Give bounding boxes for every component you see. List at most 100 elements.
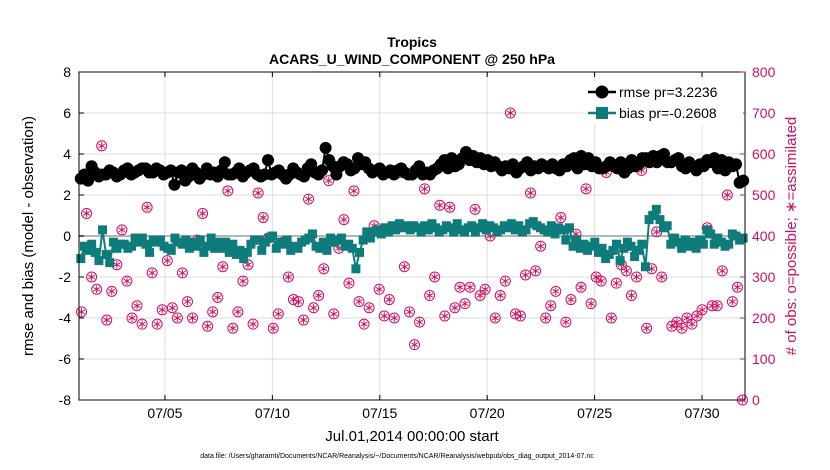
obs-assimilated-marker bbox=[108, 287, 116, 296]
obs-possible-marker bbox=[439, 310, 451, 322]
bias-point bbox=[680, 235, 690, 245]
obs-assimilated-marker bbox=[259, 213, 267, 222]
obs-assimilated-marker bbox=[693, 312, 701, 320]
obs-possible-marker bbox=[358, 318, 370, 330]
legend-bias-label: bias pr=-0.2608 bbox=[619, 105, 717, 121]
obs-assimilated-marker bbox=[713, 301, 721, 310]
rmse-point bbox=[316, 164, 328, 177]
obs-assimilated-marker bbox=[133, 301, 141, 310]
obs-assimilated-marker bbox=[148, 269, 156, 277]
obs-assimilated-marker bbox=[118, 226, 126, 234]
obs-assimilated-marker bbox=[178, 269, 186, 277]
obs-possible-marker bbox=[363, 302, 375, 314]
obs-possible-marker bbox=[197, 207, 209, 219]
bias-point bbox=[557, 225, 567, 235]
legend-box bbox=[583, 81, 743, 125]
bias-point bbox=[141, 239, 151, 249]
obs-possible-marker bbox=[303, 193, 315, 205]
y-left-tick-label: 0 bbox=[63, 228, 71, 244]
obs-assimilated-marker bbox=[219, 262, 227, 271]
obs-assimilated-marker bbox=[516, 312, 525, 320]
bias-point bbox=[336, 233, 346, 243]
bias-point bbox=[76, 254, 86, 264]
obs-possible-marker bbox=[217, 261, 229, 273]
obs-possible-marker bbox=[565, 294, 577, 306]
bias-point bbox=[449, 227, 459, 237]
bias-point bbox=[83, 245, 93, 255]
bias-point bbox=[166, 245, 176, 255]
obs-assimilated-marker bbox=[612, 279, 620, 287]
obs-possible-marker bbox=[131, 300, 143, 312]
obs-assimilated-marker bbox=[103, 316, 111, 324]
bias-point bbox=[235, 245, 245, 255]
obs-possible-marker bbox=[605, 312, 617, 324]
bias-point bbox=[206, 233, 216, 243]
obs-assimilated-marker bbox=[405, 308, 414, 316]
x-axis-label: Jul.01,2014 00:00:00 start bbox=[325, 428, 499, 445]
obs-possible-marker bbox=[126, 312, 138, 324]
obs-assimilated-marker bbox=[163, 256, 171, 265]
obs-assimilated-marker bbox=[229, 324, 237, 333]
obs-possible-marker bbox=[323, 175, 335, 187]
bias-point bbox=[521, 225, 531, 235]
obs-assimilated-marker bbox=[587, 299, 595, 308]
bias-point bbox=[478, 219, 488, 229]
obs-assimilated-marker bbox=[728, 297, 736, 306]
rmse-point bbox=[730, 158, 742, 171]
bias-point bbox=[94, 256, 104, 266]
obs-possible-marker bbox=[464, 281, 476, 293]
obs-assimilated-marker bbox=[446, 203, 454, 212]
obs-possible-marker bbox=[116, 224, 128, 236]
obs-possible-marker bbox=[540, 312, 552, 324]
bias-point bbox=[307, 229, 317, 239]
bias-point bbox=[709, 239, 719, 249]
bias-point bbox=[184, 243, 194, 253]
obs-possible-marker bbox=[585, 298, 597, 310]
bias-point bbox=[626, 241, 636, 251]
bias-point bbox=[351, 264, 361, 274]
y-left-tick-label: 6 bbox=[63, 105, 71, 121]
obs-assimilated-marker bbox=[330, 310, 338, 318]
bias-point bbox=[691, 243, 701, 253]
obs-possible-marker bbox=[146, 267, 158, 279]
x-tick-label: 07/10 bbox=[255, 405, 290, 421]
obs-assimilated-marker bbox=[305, 195, 313, 203]
obs-assimilated-marker bbox=[128, 314, 136, 322]
obs-assimilated-marker bbox=[451, 303, 459, 312]
obs-assimilated-marker bbox=[481, 285, 489, 294]
bias-point bbox=[514, 221, 524, 231]
bias-point bbox=[662, 221, 672, 231]
obs-possible-marker bbox=[141, 201, 153, 213]
obs-assimilated-marker bbox=[547, 301, 555, 310]
rmse-point bbox=[262, 154, 274, 167]
bias-point bbox=[579, 239, 589, 249]
obs-assimilated-marker bbox=[254, 189, 262, 197]
obs-assimilated-marker bbox=[345, 279, 353, 287]
obs-possible-marker bbox=[298, 314, 310, 326]
bias-point bbox=[543, 227, 553, 237]
obs-possible-marker bbox=[267, 322, 279, 334]
bias-point bbox=[648, 211, 658, 220]
obs-assimilated-marker bbox=[698, 306, 706, 314]
obs-assimilated-marker bbox=[188, 314, 197, 322]
obs-assimilated-marker bbox=[224, 187, 232, 195]
bias-point bbox=[637, 239, 647, 249]
bias-point bbox=[561, 235, 571, 245]
obs-possible-marker bbox=[222, 185, 234, 197]
obs-possible-marker bbox=[237, 275, 249, 287]
obs-assimilated-marker bbox=[436, 201, 444, 210]
bias-point bbox=[688, 237, 698, 247]
obs-assimilated-marker bbox=[491, 314, 499, 322]
obs-assimilated-marker bbox=[299, 316, 308, 324]
bias-series bbox=[76, 204, 748, 274]
obs-assimilated-marker bbox=[234, 308, 242, 316]
y-left-tick-label: -2 bbox=[59, 269, 72, 285]
obs-possible-marker bbox=[625, 289, 637, 301]
obs-possible-marker bbox=[76, 306, 88, 318]
bias-point bbox=[564, 223, 574, 233]
obs-possible-marker bbox=[338, 214, 350, 226]
obs-assimilated-marker bbox=[385, 295, 393, 304]
obs-possible-marker bbox=[550, 285, 562, 297]
obs-possible-marker bbox=[187, 312, 199, 324]
